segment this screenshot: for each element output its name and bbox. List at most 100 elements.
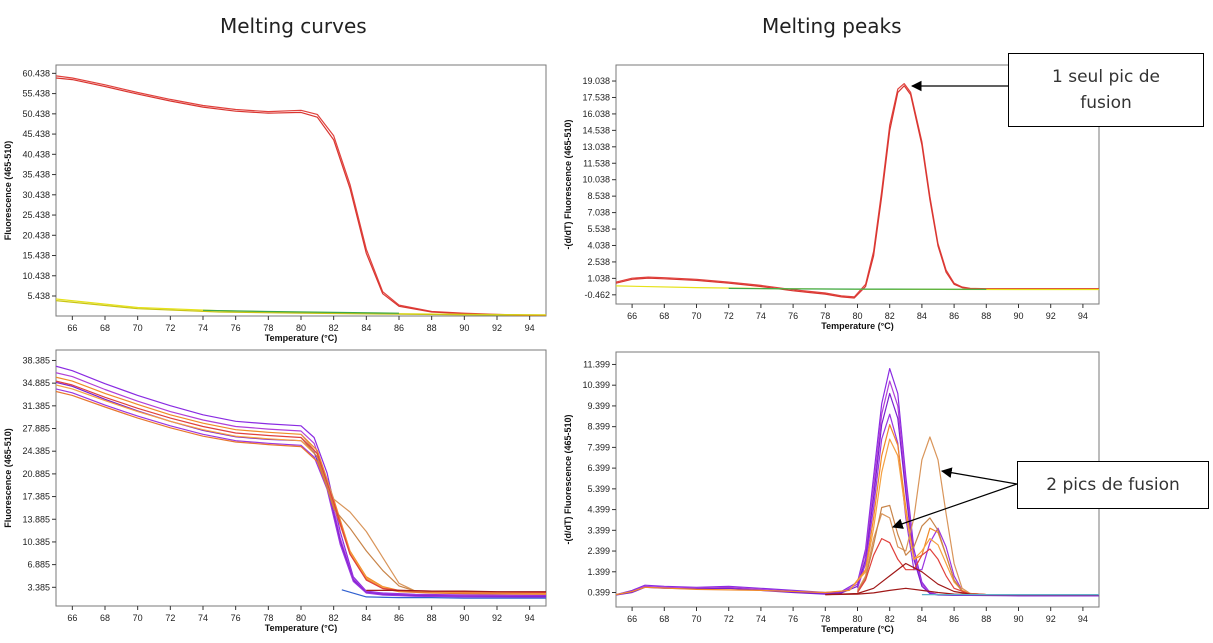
- y-axis-label: Fluorescence (465-510): [3, 428, 13, 528]
- x-tick-label: 86: [949, 311, 959, 321]
- y-axis-label: Fluorescence (465-510): [3, 141, 13, 241]
- melting-curves-chart-top: 66 68 70 72 74 76 78 80 82 84 86 88 90 92 94 5.438 10.43…: [3, 64, 547, 343]
- series-line: [366, 589, 546, 593]
- y-tick-label: 5.399: [587, 484, 610, 494]
- x-tick-label: 80: [852, 614, 862, 624]
- y-tick-label: 15.438: [22, 251, 50, 261]
- series-group: [56, 75, 546, 316]
- series-line: [341, 589, 546, 599]
- series-line: [56, 365, 546, 597]
- x-tick-label: 66: [627, 311, 637, 321]
- x-tick-label: 78: [263, 613, 273, 623]
- y-tick-label: -0.462: [584, 290, 610, 300]
- x-tick-label: 94: [1078, 311, 1088, 321]
- series-group: [56, 365, 546, 599]
- series-line: [300, 437, 416, 592]
- x-tick-label: 70: [691, 614, 701, 624]
- y-axis-label: -(d/dT) Fluorescence (465-510): [563, 414, 573, 544]
- plot-area: [55, 349, 547, 607]
- x-tick-label: 90: [459, 323, 469, 333]
- x-tick-label: 74: [756, 614, 766, 624]
- y-tick-label: 13.885: [22, 514, 50, 524]
- x-tick-label: 68: [659, 311, 669, 321]
- series-line: [856, 504, 987, 596]
- y-tick-label: 10.385: [22, 537, 50, 547]
- y-tick-label: 31.385: [22, 401, 50, 411]
- x-tick-label: 76: [788, 614, 798, 624]
- melting-peaks-header: Melting peaks: [762, 14, 902, 38]
- x-tick-label: 90: [459, 613, 469, 623]
- y-tick-label: 17.385: [22, 492, 50, 502]
- x-tick-label: 82: [329, 323, 339, 333]
- y-tick-label: 8.399: [587, 422, 610, 432]
- y-tick-label: 25.438: [22, 210, 50, 220]
- y-tick-label: 40.438: [22, 149, 50, 159]
- y-tick-label: 11.399: [583, 359, 610, 369]
- x-tick-label: 70: [133, 613, 143, 623]
- y-tick-label: 17.538: [582, 92, 610, 102]
- x-tick-label: 82: [885, 614, 895, 624]
- x-tick-label: 90: [1013, 614, 1023, 624]
- series-line: [616, 85, 1099, 299]
- x-tick-label: 88: [981, 311, 991, 321]
- y-tick-label: 16.038: [582, 109, 610, 119]
- y-tick-label: 50.438: [22, 109, 50, 119]
- y-tick-label: 10.399: [582, 380, 610, 390]
- y-tick-label: 4.038: [587, 240, 610, 250]
- double-peak-callout: 2 pics de fusion: [1017, 461, 1209, 509]
- x-tick-label: 78: [820, 311, 830, 321]
- x-tick-label: 72: [724, 614, 734, 624]
- x-tick-label: 66: [67, 613, 77, 623]
- y-tick-label: 14.538: [582, 125, 610, 135]
- series-group: [616, 83, 1099, 299]
- x-tick-label: 94: [1078, 614, 1088, 624]
- y-tick-label: 7.399: [587, 442, 610, 452]
- single-peak-callout-line-1: 1 seul pic de: [1052, 67, 1160, 87]
- x-tick-label: 70: [133, 323, 143, 333]
- y-tick-label: 60.438: [22, 68, 50, 78]
- x-axis-label: Temperature (°C): [821, 321, 893, 331]
- y-tick-label: 10.438: [22, 271, 50, 281]
- y-tick-label: 30.438: [22, 190, 50, 200]
- y-tick-label: 2.399: [587, 546, 610, 556]
- x-tick-label: 78: [263, 323, 273, 333]
- x-tick-label: 86: [394, 613, 404, 623]
- x-tick-label: 88: [981, 614, 991, 624]
- x-tick-label: 78: [820, 614, 830, 624]
- y-tick-label: 1.399: [587, 567, 610, 577]
- x-tick-label: 70: [691, 311, 701, 321]
- x-tick-label: 82: [885, 311, 895, 321]
- x-tick-label: 80: [852, 311, 862, 321]
- y-tick-label: 0.399: [587, 588, 610, 598]
- x-tick-label: 74: [756, 311, 766, 321]
- x-tick-label: 94: [525, 323, 535, 333]
- y-tick-label: 5.538: [587, 224, 610, 234]
- melting-curves-header: Melting curves: [220, 14, 367, 38]
- y-tick-label: 45.438: [22, 129, 50, 139]
- x-tick-label: 88: [427, 323, 437, 333]
- y-tick-label: 19.038: [582, 76, 610, 86]
- single-peak-callout: 1 seul pic de fusion: [1008, 53, 1204, 127]
- x-tick-label: 66: [67, 323, 77, 333]
- y-tick-label: 20.438: [22, 230, 50, 240]
- y-tick-label: 13.038: [582, 142, 610, 152]
- y-tick-label: 8.538: [587, 191, 610, 201]
- series-line: [202, 309, 400, 314]
- x-tick-label: 92: [1046, 614, 1056, 624]
- x-tick-label: 84: [361, 323, 371, 333]
- x-tick-label: 76: [788, 311, 798, 321]
- x-tick-label: 90: [1013, 311, 1023, 321]
- y-tick-label: 38.385: [22, 355, 50, 365]
- x-tick-label: 92: [492, 613, 502, 623]
- x-tick-label: 72: [724, 311, 734, 321]
- y-tick-label: 3.399: [587, 525, 610, 535]
- double-peak-arrow-upper: [940, 467, 1018, 485]
- series-line: [56, 388, 546, 599]
- series-line: [56, 77, 546, 316]
- x-tick-label: 84: [917, 614, 927, 624]
- y-tick-label: 20.885: [22, 469, 50, 479]
- x-tick-label: 66: [627, 614, 637, 624]
- x-tick-label: 74: [198, 613, 208, 623]
- x-tick-label: 88: [427, 613, 437, 623]
